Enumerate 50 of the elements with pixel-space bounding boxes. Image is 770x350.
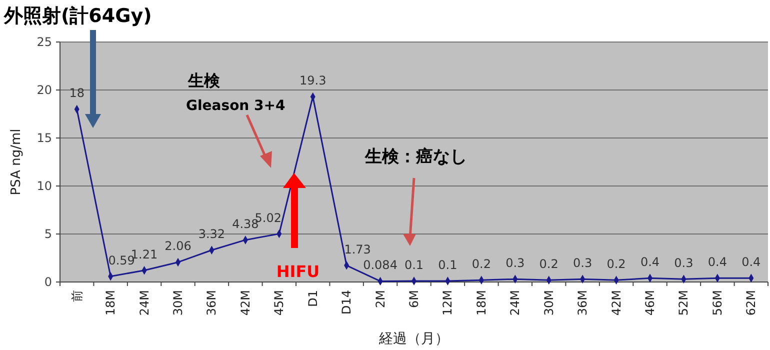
x-tick-label: 6M [407,290,421,308]
x-tick-label: 36M [204,290,219,316]
x-tick-label: D14 [340,290,354,315]
data-label: 1.73 [344,242,371,256]
x-tick-label: 45M [272,290,286,316]
data-label: 19.3 [300,74,326,88]
annotation: HIFU [276,262,320,281]
y-tick-label: 15 [36,131,52,145]
x-tick-label: 46M [643,290,657,316]
y-tick-label: 5 [44,227,52,241]
x-tick-label: 30M [171,290,185,316]
y-tick-label: 10 [36,179,52,193]
x-tick-label: 62M [744,290,758,316]
x-tick-label: 36M [576,290,590,316]
y-axis-title: PSA ng/ml [9,128,24,196]
y-tick-label: 0 [44,275,52,289]
data-label: 0.3 [573,256,592,270]
x-tick-label: 前 [70,290,84,302]
text: 外照射(計64Gy) [3,5,152,27]
data-label: 0.3 [506,256,525,270]
data-label: 2.06 [164,239,192,254]
x-tick-label: 12M [440,290,455,316]
x-tick-label: 56M [710,290,724,316]
x-tick-label: 24M [137,290,152,316]
x-tick-label: 42M [238,290,252,316]
y-tick-label: 25 [36,35,52,49]
data-label: 0.4 [640,255,660,270]
x-axis-title: 経過（月） [378,331,449,347]
annotation: Gleason 3+4 [186,98,286,114]
x-tick-label: 2M [373,290,388,308]
data-label: 0.1 [438,258,458,272]
data-label: 18 [69,86,84,100]
x-tick-label: 42M [609,290,624,316]
data-label: 0.084 [363,258,398,272]
y-tick-label: 20 [36,83,52,97]
data-label: 0.2 [539,257,558,272]
annotation: 生検 [187,71,221,90]
annotation: 生検：癌なし [364,147,467,167]
data-label: 0.4 [708,255,727,270]
data-label: 0.3 [674,256,694,270]
x-tick-label: 18M [104,290,118,316]
data-label: 0.2 [606,257,626,272]
data-label: 0.4 [742,255,761,270]
data-label: 0.1 [404,258,424,272]
x-tick-label: 18M [474,290,488,316]
x-tick-label: 24M [508,290,522,316]
x-tick-label: D1 [306,290,320,307]
x-tick-label: 30M [542,290,556,316]
x-tick-label: 52M [676,290,691,316]
data-label: 0.2 [472,257,491,272]
